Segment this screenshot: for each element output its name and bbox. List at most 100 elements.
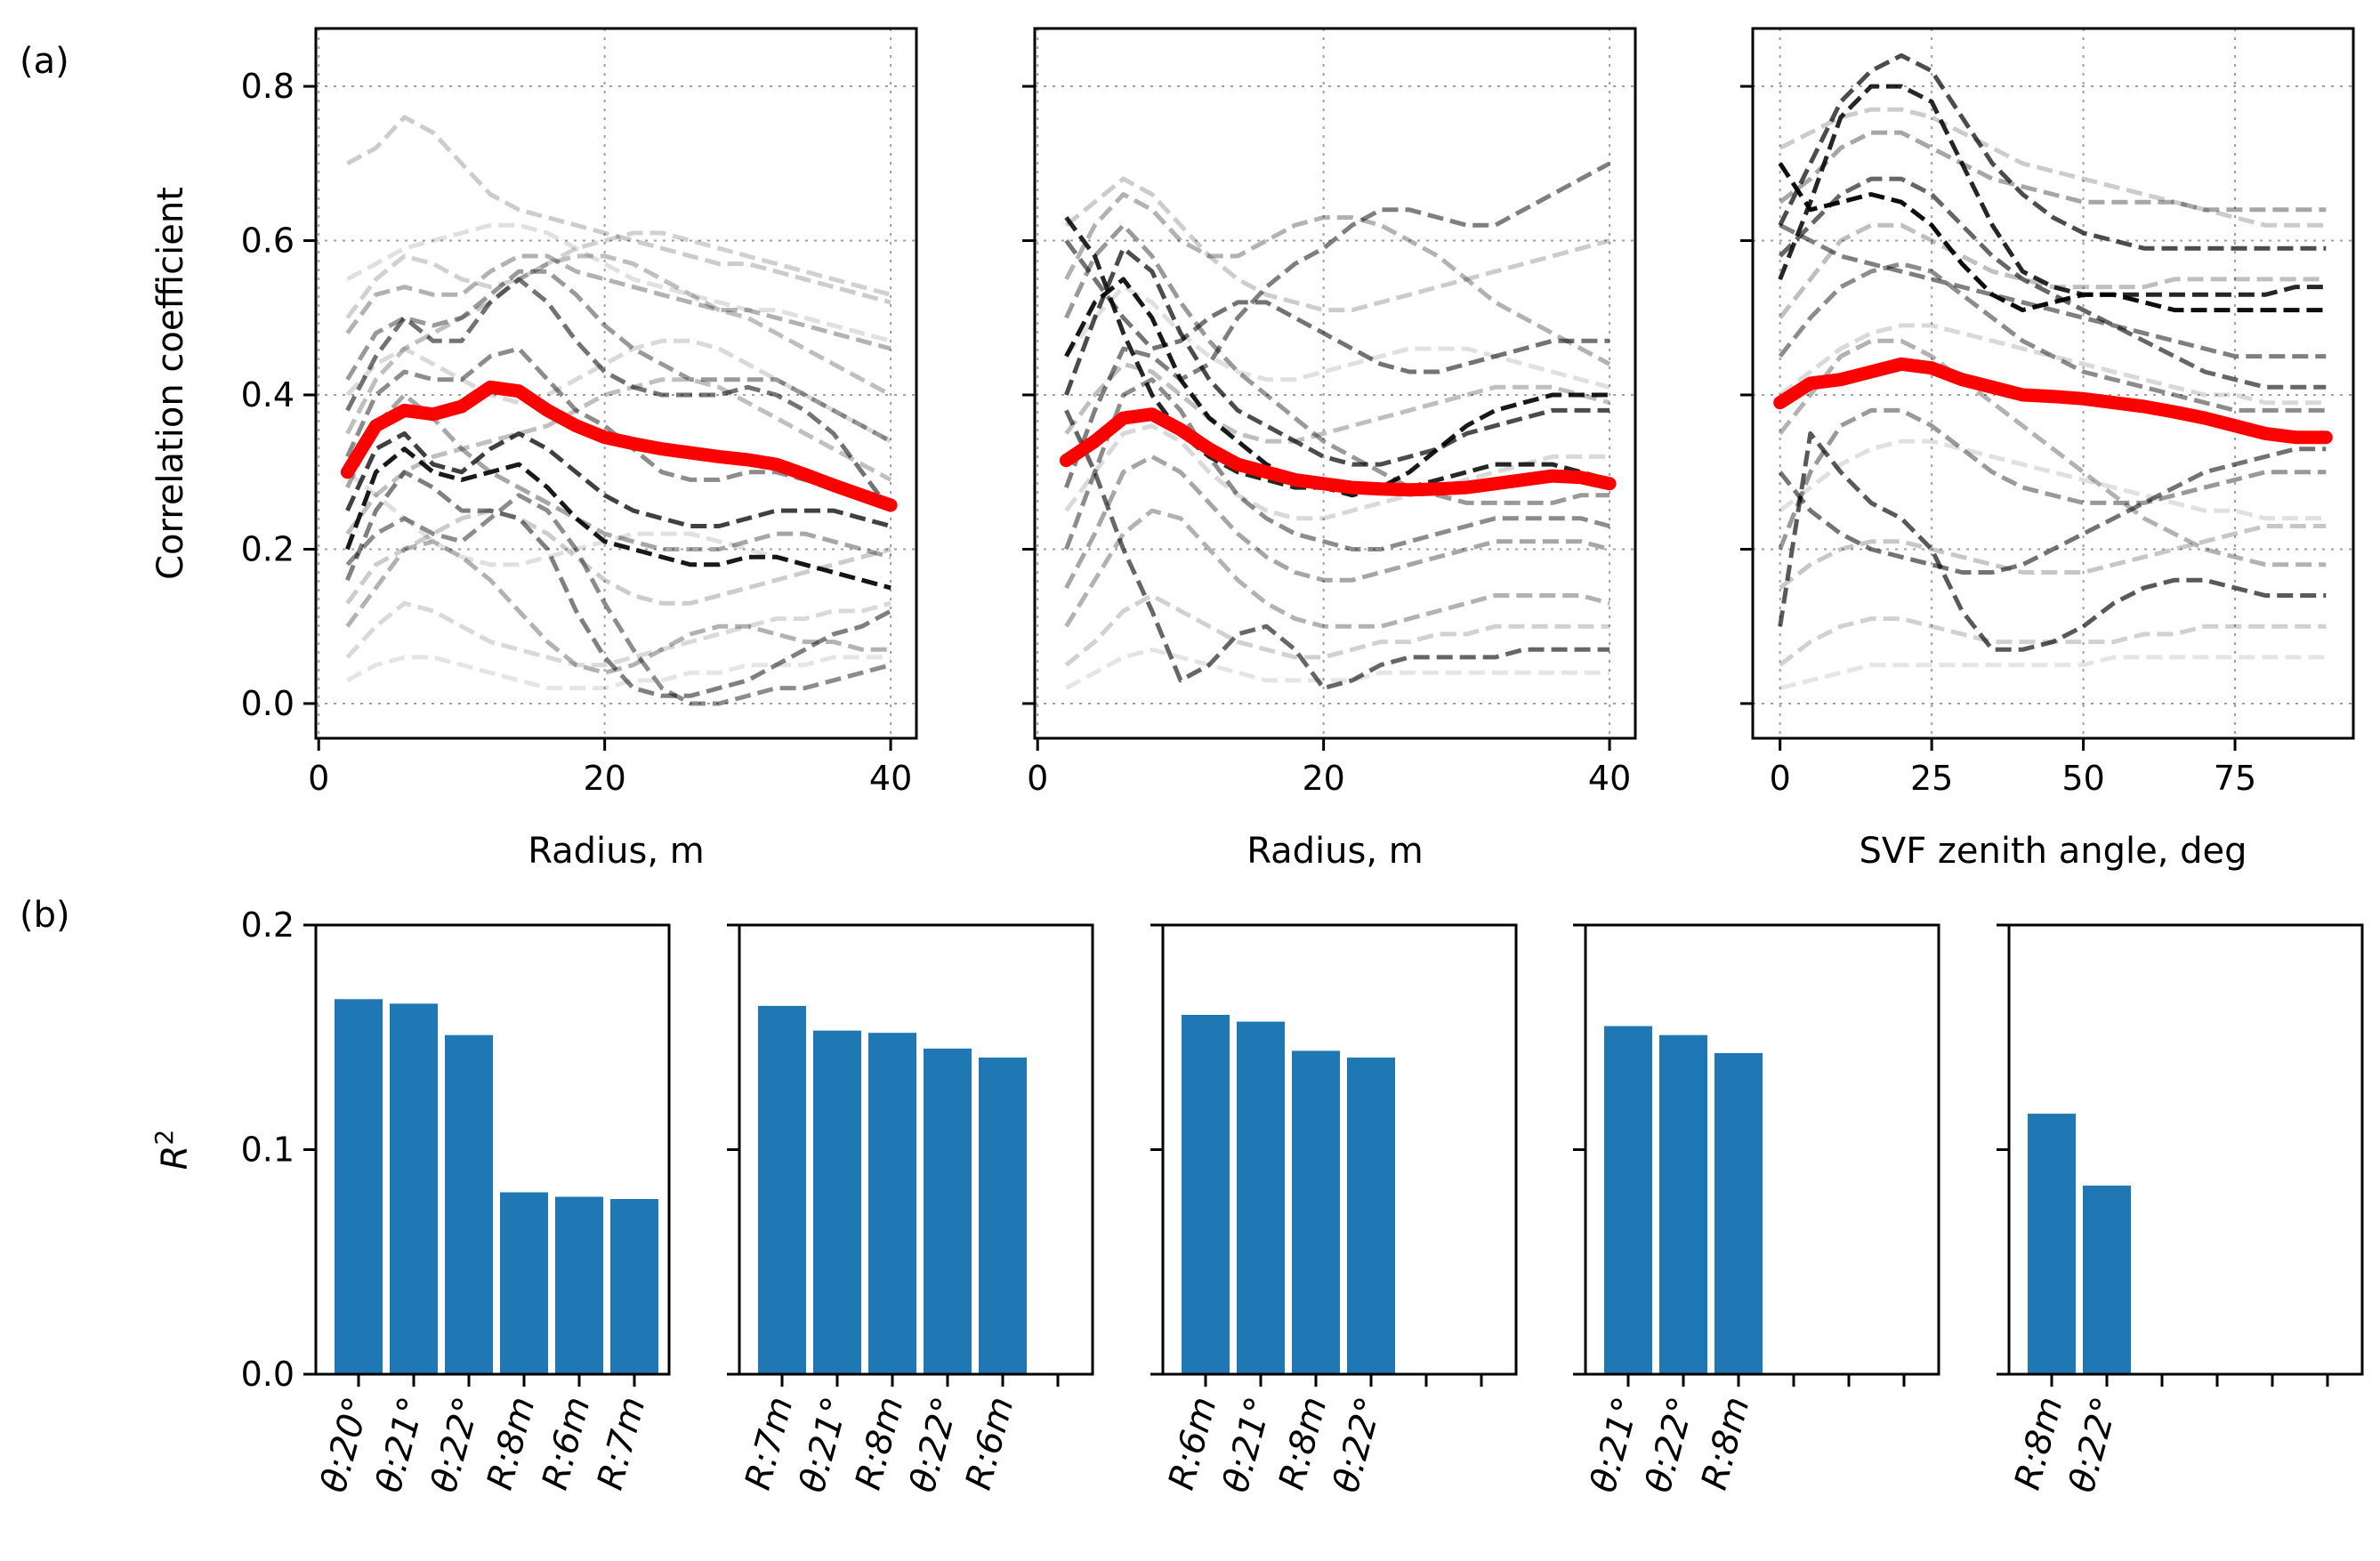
bar [390,1003,438,1374]
category-label: R:8m [480,1393,544,1494]
line-chart-3: 0 25 50 75 SVF zenith angle, deg [1740,27,2355,872]
individual-line-18 [345,470,891,591]
category-label: R:7m [590,1393,654,1494]
individual-line-1 [345,447,891,591]
bar [758,1005,806,1374]
y-tick-label: 0.6 [241,221,294,261]
category-label: θ:20° [313,1393,378,1497]
category-label: θ:21° [1583,1393,1648,1497]
individual-line-10 [1779,130,2327,213]
category-label: θ:21° [792,1393,857,1497]
x-tick-label: 0 [1770,759,1791,798]
x-tick-label: 40 [869,759,912,798]
category-label: R:6m [958,1393,1022,1494]
bar [924,1048,972,1374]
category-label: θ:22° [1326,1393,1391,1497]
y-tick-label: 0.1 [241,1131,294,1170]
bar [979,1057,1027,1374]
individual-line-3 [1064,245,1610,467]
panel-label-a: (a) [20,41,69,82]
individual-line-2 [345,430,891,528]
individual-line-16 [1064,285,1610,390]
category-label: θ:22° [424,1393,488,1497]
individual-line-17 [1065,647,1610,690]
x-axis-label: SVF zenith angle, deg [1859,831,2247,872]
individual-line-9 [345,253,891,351]
individual-line-11 [1778,338,2327,567]
y-tick-label: 0.2 [241,529,294,568]
category-label: R:6m [1161,1393,1225,1494]
individual-line-13 [346,115,891,305]
bar [813,1030,861,1374]
individual-line-7 [1064,377,1610,551]
bar-chart-1: θ:20°θ:21°θ:22°R:8mR:6mR:7m 0.0 0.1 0.2 R2 [149,905,671,1497]
individual-line-14 [1064,593,1610,667]
line-chart-2: 0 20 40 Radius, m [1022,27,1637,872]
bar [1659,1034,1707,1374]
bar [1182,1015,1230,1374]
individual-line-9 [1064,454,1610,590]
bar [1237,1021,1285,1374]
x-tick-label: 50 [2061,759,2104,798]
bar [2028,1114,2076,1374]
bar-charts: θ:20°θ:21°θ:22°R:8mR:6mR:7m0.00.10.2R2R:… [149,905,2364,1497]
category-label: R:8m [848,1393,912,1494]
individual-line-20 [346,655,891,691]
bar-chart-2: R:7mθ:21°R:8mθ:22°R:6m [727,923,1094,1497]
individual-line-1 [1778,162,2327,313]
individual-line-4 [345,470,892,698]
individual-line-3 [1778,52,2327,251]
bar [2083,1185,2131,1374]
line-chart-1: 0 20 40 0.0 0.2 0.4 0.6 0.8 Radius, m Correlation… [150,27,918,872]
individual-line-11 [1064,508,1610,629]
category-label: θ:22° [902,1393,967,1497]
bar [1292,1050,1340,1374]
category-label: R:8m [1271,1393,1335,1494]
bar [1604,1026,1652,1374]
bar [500,1192,548,1374]
individual-line-7 [1779,222,2327,359]
individual-line-14 [1779,107,2327,228]
individual-line-17 [1779,439,2327,521]
individual-line-6 [1064,161,1611,488]
category-label: R:8m [2007,1393,2071,1494]
category-label: R:8m [1694,1393,1758,1494]
x-tick-label: 75 [2214,759,2256,798]
axes-frame [314,27,918,740]
bar [335,999,383,1374]
axes-frame [1033,27,1637,740]
x-tick-label: 20 [583,759,625,798]
bar [610,1199,658,1374]
bar [555,1196,603,1374]
individual-line-8 [1064,222,1610,505]
individual-line-3 [345,277,893,512]
y-axis-label: R2 [149,1130,196,1171]
individual-line-8 [1778,262,2327,413]
individual-line-11 [345,253,892,435]
category-label: θ:21° [1215,1393,1280,1497]
y-axis-label: Correlation coefficient [150,187,191,580]
x-tick-label: 25 [1910,759,1953,798]
individual-line-15 [1064,423,1610,521]
x-tick-label: 40 [1588,759,1631,798]
individual-line-9 [1778,407,2327,551]
individual-line-12 [1064,361,1610,444]
panel-label-b: (b) [20,895,70,936]
individual-line-6 [1778,447,2327,575]
y-tick-label: 0.4 [241,375,294,414]
y-tick-label: 0.0 [241,1355,294,1394]
category-label: R:7m [738,1393,802,1494]
individual-line-5 [1778,176,2327,390]
individual-line-10 [345,539,891,675]
individual-line-12 [1778,222,2327,319]
x-axis-label: Radius, m [528,831,705,872]
individual-line-15 [345,230,891,319]
individual-line-7 [345,269,892,444]
category-label: θ:22° [2061,1393,2126,1497]
category-label: R:6m [535,1393,599,1494]
individual-line-4 [1778,430,2327,652]
y-tick-label: 0.8 [241,67,294,106]
individual-line-14 [345,508,891,606]
bar-chart-5: R:8mθ:22° [1997,923,2364,1497]
